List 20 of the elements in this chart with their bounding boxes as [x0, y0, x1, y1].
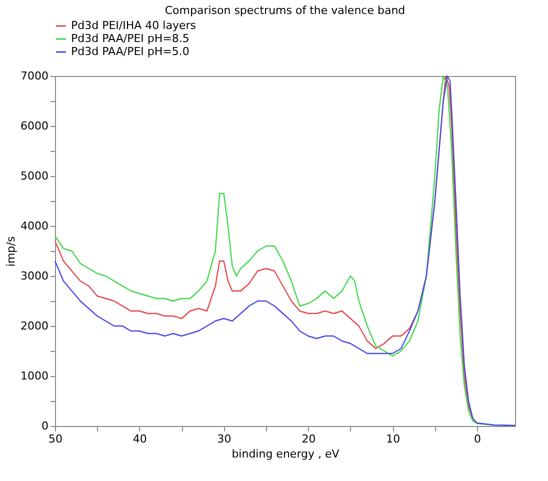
x-tick-label: 40 — [132, 432, 147, 446]
x-tick-label: 50 — [48, 432, 62, 446]
y-tick-label: 3000 — [20, 270, 48, 282]
x-tick-label: 30 — [217, 432, 232, 446]
chart-title: Comparison spectrums of the valence band — [164, 4, 406, 17]
y-tick-label: 4000 — [20, 220, 48, 232]
x-tick-label: 10 — [386, 432, 400, 446]
y-axis-title: imp/s — [4, 236, 18, 267]
x-tick-label: 20 — [302, 432, 316, 446]
y-tick-label: 1000 — [20, 370, 48, 382]
y-tick-label: 5000 — [20, 170, 48, 182]
x-tick-label: 0 — [474, 432, 482, 446]
x-axis-title: binding energy , eV — [232, 448, 340, 460]
legend-label: Pd3d PAA/PEI pH=5.0 — [71, 45, 190, 58]
y-tick-label: 0 — [42, 420, 48, 432]
y-tick-label: 6000 — [20, 120, 48, 132]
legend-label: Pd3d PAA/PEI pH=8.5 — [71, 32, 190, 45]
y-tick-label: 2000 — [20, 320, 48, 332]
legend-label: Pd3d PEI/IHA 40 layers — [71, 19, 196, 32]
y-tick-label: 7000 — [20, 70, 48, 82]
